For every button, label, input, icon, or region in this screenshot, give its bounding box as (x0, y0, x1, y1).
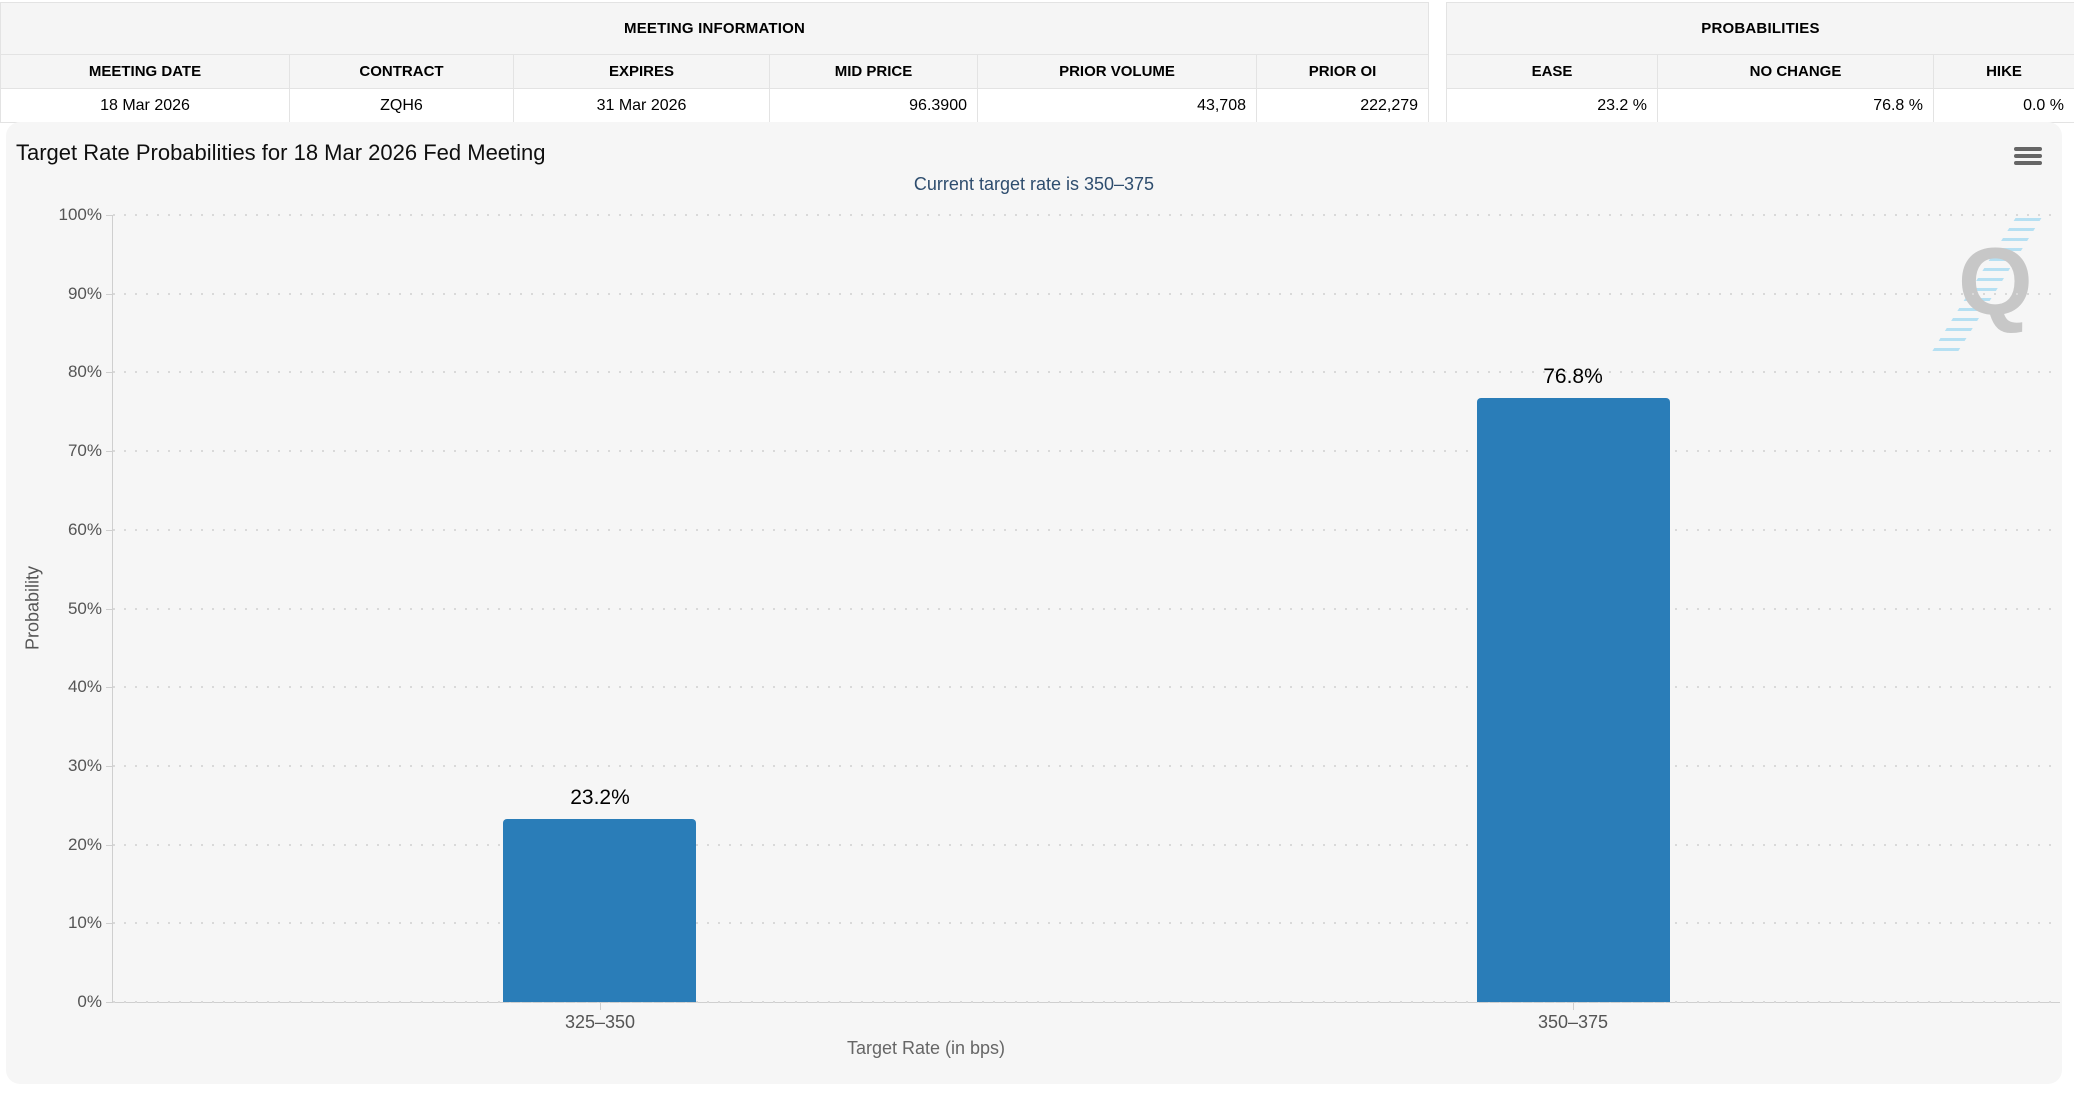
y-axis-tick (106, 687, 112, 688)
gridline (113, 450, 2060, 452)
hamburger-bar (2014, 154, 2042, 158)
y-axis-tick-label: 90% (67, 284, 102, 303)
y-axis-tick-label: 80% (67, 362, 102, 381)
gridline (113, 529, 2060, 531)
x-axis-category-label: 325–350 (564, 1012, 636, 1032)
col-header-mid-price: MID PRICE (769, 54, 978, 89)
gridline (113, 608, 2060, 610)
col-header-hike: HIKE (1933, 54, 2074, 89)
mid-price-value: 96.3900 (769, 88, 978, 123)
probabilities-header-row: EASE NO CHANGE HIKE (1446, 54, 2074, 89)
probabilities-title: PROBABILITIES (1446, 2, 2074, 55)
hamburger-bar (2014, 147, 2042, 151)
gridline (113, 214, 2060, 216)
meeting-information-value-row: 18 Mar 2026 ZQH6 31 Mar 2026 96.3900 43,… (0, 88, 1430, 123)
x-axis-tick (600, 1003, 601, 1010)
col-header-expires: EXPIRES (513, 54, 770, 89)
y-axis-tick (106, 372, 112, 373)
fedwatch-chart-card: Target Rate Probabilities for 18 Mar 202… (6, 122, 2062, 1084)
y-axis-tick-label: 70% (67, 441, 102, 460)
expires-value: 31 Mar 2026 (513, 88, 770, 123)
prior-oi-value: 222,279 (1255, 88, 1430, 123)
x-axis-category-label: 350–375 (1537, 1012, 1609, 1032)
y-axis-tick-label: 10% (67, 913, 102, 932)
y-axis-tick (106, 609, 112, 610)
y-axis-tick (106, 923, 112, 924)
y-axis-tick (106, 845, 112, 846)
y-axis-tick (106, 1002, 112, 1003)
hamburger-menu-icon[interactable] (2014, 144, 2048, 172)
gridline (113, 765, 2060, 767)
col-header-prior-oi: PRIOR OI (1255, 54, 1430, 89)
probabilities-value-row: 23.2 % 76.8 % 0.0 % (1446, 88, 2074, 123)
y-axis-tick (106, 766, 112, 767)
y-axis-tick (106, 530, 112, 531)
probabilities-table: PROBABILITIES EASE NO CHANGE HIKE 23.2 %… (1446, 2, 2074, 123)
hike-probability-value: 0.0 % (1933, 88, 2074, 123)
y-axis-line (112, 215, 113, 1003)
col-header-contract: CONTRACT (289, 54, 514, 89)
meeting-date-value: 18 Mar 2026 (0, 88, 290, 123)
y-axis-tick (106, 294, 112, 295)
ease-probability-value: 23.2 % (1446, 88, 1658, 123)
no-change-probability-value: 76.8 % (1657, 88, 1934, 123)
y-axis-tick-label: 100% (58, 205, 102, 224)
gridline (113, 686, 2060, 688)
col-header-prior-volume: PRIOR VOLUME (977, 54, 1257, 89)
y-axis-title: Probability (22, 565, 43, 651)
hamburger-bar (2014, 161, 2042, 165)
y-axis-tick-label: 20% (67, 835, 102, 854)
y-axis-tick (106, 215, 112, 216)
quikstrike-watermark-q: Q (1958, 228, 2033, 335)
meeting-information-title: MEETING INFORMATION (0, 2, 1430, 55)
prior-volume-value: 43,708 (977, 88, 1257, 123)
chart-title: Target Rate Probabilities for 18 Mar 202… (16, 140, 546, 165)
col-header-no-change: NO CHANGE (1657, 54, 1934, 89)
y-axis-tick-label: 0% (77, 992, 102, 1011)
y-axis-tick-label: 60% (67, 520, 102, 539)
bar-value-label: 76.8% (1543, 365, 1603, 388)
contract-value: ZQH6 (289, 88, 514, 123)
x-axis-tick (1573, 1003, 1574, 1010)
x-axis-title: Target Rate (in bps) (846, 1038, 1006, 1058)
y-axis-tick (106, 451, 112, 452)
chart-subtitle: Current target rate is 350–375 (913, 174, 1155, 194)
y-axis-tick-label: 50% (67, 599, 102, 618)
bar-value-label: 23.2% (570, 786, 630, 809)
gridline (113, 922, 2060, 924)
col-header-ease: EASE (1446, 54, 1658, 89)
chart-bar[interactable] (503, 819, 696, 1002)
gridline (113, 293, 2060, 295)
meeting-information-header-row: MEETING DATE CONTRACT EXPIRES MID PRICE … (0, 54, 1430, 89)
y-axis-tick-label: 40% (67, 677, 102, 696)
chart-bar[interactable] (1477, 398, 1670, 1002)
col-header-meeting-date: MEETING DATE (0, 54, 290, 89)
gridline (113, 371, 2060, 373)
gridline (113, 1001, 2060, 1003)
gridline (113, 844, 2060, 846)
y-axis-tick-label: 30% (67, 756, 102, 775)
meeting-information-table: MEETING INFORMATION MEETING DATE CONTRAC… (0, 2, 1430, 123)
plot-area: 0% 10% 20% 30% 40% 50% 60% 70% 80% 90% 100% 23.2% 32… (59, 205, 2060, 1032)
